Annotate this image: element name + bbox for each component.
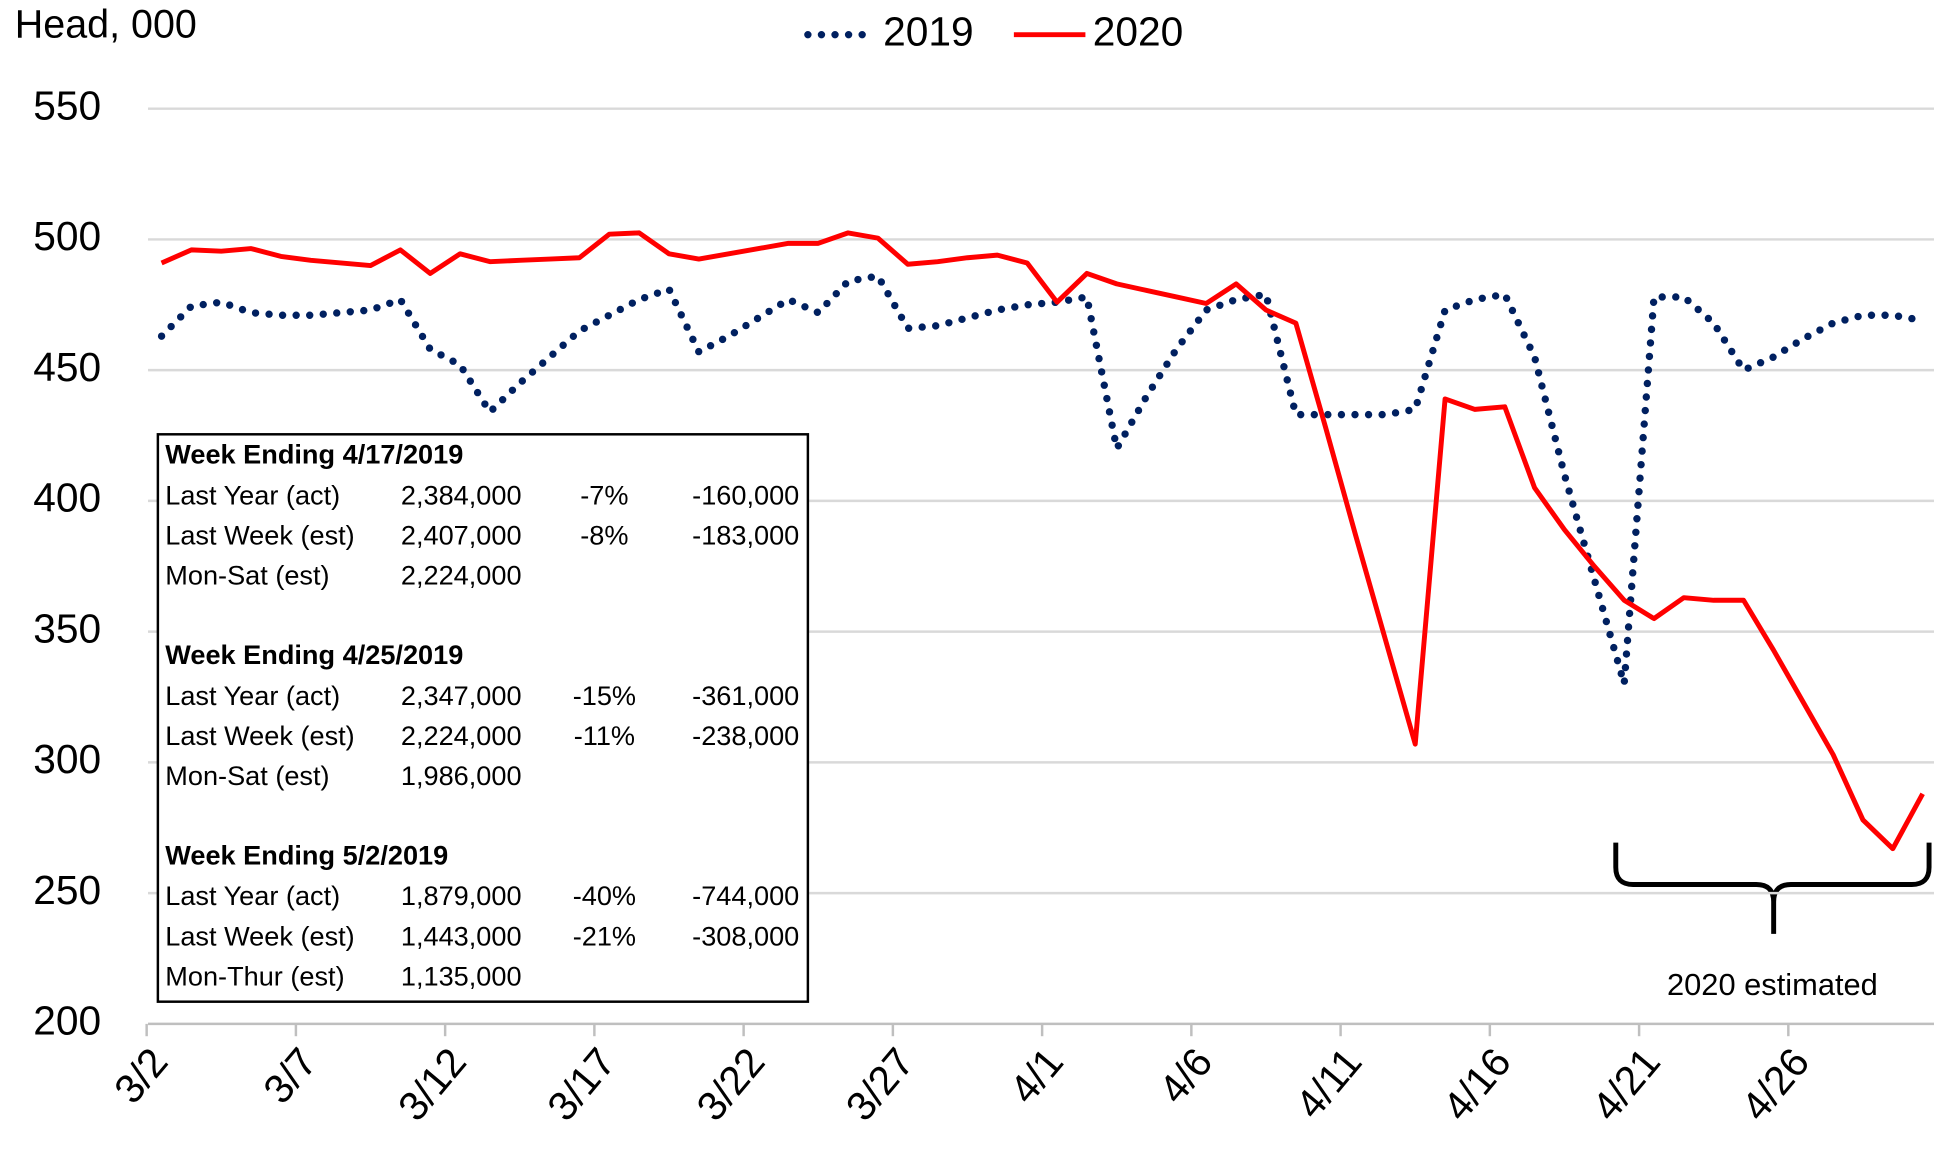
info-title: Week Ending 5/2/2019 <box>165 840 448 871</box>
info-cell: Last Week (est) <box>165 519 354 550</box>
y-tick-label: 250 <box>33 867 101 913</box>
legend-label: 2019 <box>883 8 974 54</box>
info-cell: -183,000 <box>692 519 799 550</box>
x-tick-label: 3/2 <box>105 1039 177 1112</box>
y-tick-label: 300 <box>33 736 101 782</box>
info-title: Week Ending 4/25/2019 <box>165 639 463 670</box>
info-cell: -361,000 <box>692 680 799 711</box>
y-axis-label: Head, 000 <box>15 3 197 47</box>
x-tick-label: 4/6 <box>1150 1039 1222 1112</box>
info-cell: -21% <box>573 920 636 951</box>
info-box <box>156 433 810 1003</box>
series-line <box>160 230 1925 852</box>
info-cell: 1,135,000 <box>401 960 522 991</box>
info-cell: Mon-Sat (est) <box>165 760 329 791</box>
y-tick-label: 350 <box>33 605 101 651</box>
info-cell: 1,986,000 <box>401 760 522 791</box>
x-tick-label: 4/11 <box>1286 1039 1370 1127</box>
x-tick-label: 3/22 <box>687 1039 773 1129</box>
info-cell: -238,000 <box>692 720 799 751</box>
info-cell: -160,000 <box>692 479 799 510</box>
info-cell: -8% <box>580 519 628 550</box>
info-cell: -744,000 <box>692 880 799 911</box>
annotation: 2020 estimated <box>1667 967 1878 1002</box>
info-cell: Last Year (act) <box>165 880 340 911</box>
info-cell: 2,407,000 <box>401 519 522 550</box>
x-tick-label: 3/27 <box>837 1039 923 1129</box>
info-cell: -7% <box>580 479 628 510</box>
info-cell: 1,443,000 <box>401 920 522 951</box>
x-tick-label: 3/17 <box>538 1039 624 1129</box>
series-line <box>157 271 1927 685</box>
x-tick-label: 4/16 <box>1434 1039 1520 1129</box>
info-title: Week Ending 4/17/2019 <box>165 439 463 470</box>
x-tick-label: 3/7 <box>254 1039 326 1112</box>
info-cell: 1,879,000 <box>401 880 522 911</box>
info-cell: Last Week (est) <box>165 720 354 751</box>
info-cell: -308,000 <box>692 920 799 951</box>
x-tick-label: 4/1 <box>1000 1039 1072 1112</box>
y-tick-label: 550 <box>33 82 101 128</box>
y-tick-label: 200 <box>33 998 101 1044</box>
info-cell: Last Week (est) <box>165 920 354 951</box>
info-cell: Mon-Thur (est) <box>165 960 344 991</box>
info-cell: Mon-Sat (est) <box>165 560 329 591</box>
info-cell: -11% <box>574 720 635 751</box>
estimate-brace <box>1613 842 1932 934</box>
x-tick-label: 3/12 <box>389 1039 475 1129</box>
info-cell: -15% <box>573 680 636 711</box>
info-cell: 2,224,000 <box>401 560 522 591</box>
x-tick-label: 4/21 <box>1583 1039 1669 1129</box>
info-cell: -40% <box>573 880 636 911</box>
info-cell: 2,347,000 <box>401 680 522 711</box>
info-cell: Last Year (act) <box>165 479 340 510</box>
legend-label: 2020 <box>1093 8 1184 54</box>
x-tick-label: 4/26 <box>1732 1039 1818 1129</box>
y-tick-label: 500 <box>33 213 101 259</box>
y-tick-label: 400 <box>33 475 101 521</box>
y-tick-label: 450 <box>33 344 101 390</box>
info-cell: Last Year (act) <box>165 680 340 711</box>
info-cell: 2,224,000 <box>401 720 522 751</box>
info-cell: 2,384,000 <box>401 479 522 510</box>
